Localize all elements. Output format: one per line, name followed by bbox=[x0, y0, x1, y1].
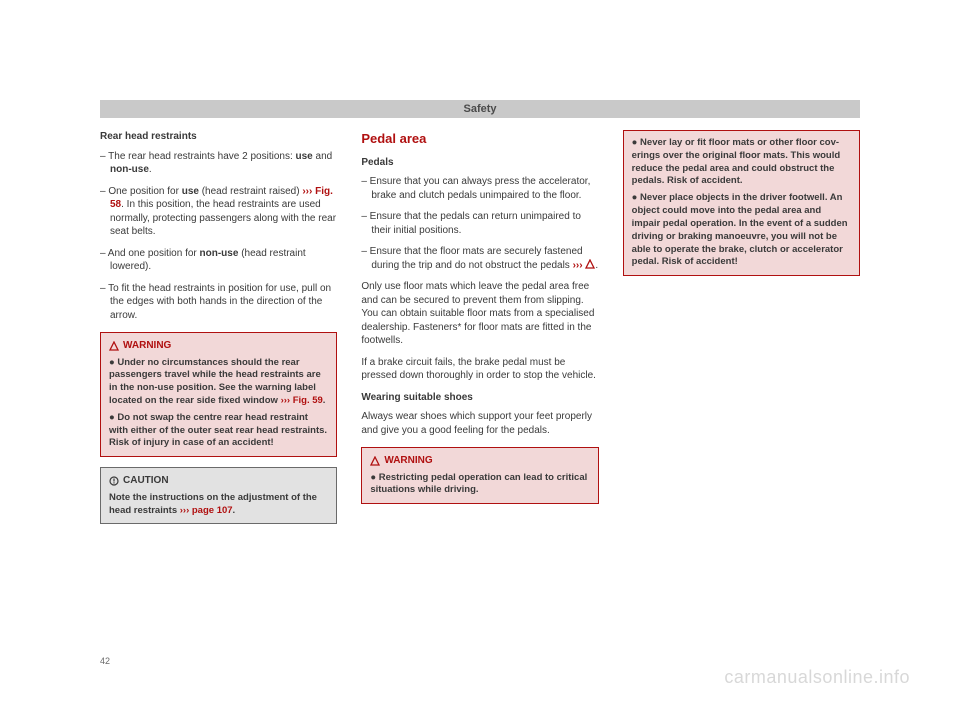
caution-heading: CAUTION bbox=[109, 474, 328, 488]
body-text: If a brake circuit fails, the brake peda… bbox=[361, 356, 598, 383]
list-item: And one position for non-use (head re­st… bbox=[100, 247, 337, 274]
list-item: Ensure that the floor mats are securely … bbox=[361, 245, 598, 272]
watermark: carmanualsonline.info bbox=[724, 667, 910, 688]
list-item: Ensure that the pedals can return unim­p… bbox=[361, 210, 598, 237]
body-text: Always wear shoes which support your fee… bbox=[361, 410, 598, 437]
caution-text: Note the instructions on the adjustment … bbox=[109, 492, 328, 518]
warning-box: WARNING Restricting pedal operation can … bbox=[361, 447, 598, 504]
warning-text: Never place objects in the driver footwe… bbox=[632, 192, 851, 269]
list-item: Ensure that you can always press the acc… bbox=[361, 175, 598, 202]
caution-box: CAUTION Note the instructions on the adj… bbox=[100, 467, 337, 524]
header-title: Safety bbox=[463, 103, 496, 115]
manual-page: Safety Rear head restraints The rear hea… bbox=[0, 0, 960, 708]
warning-box-continued: Never lay or fit floor mats or other flo… bbox=[623, 130, 860, 276]
warning-text: Restricting pedal operation can lead to … bbox=[370, 472, 589, 498]
caution-circle-icon bbox=[109, 476, 119, 486]
warning-heading: WARNING bbox=[109, 339, 328, 353]
page-header: Safety bbox=[100, 100, 860, 118]
column-1: Rear head restraints The rear head restr… bbox=[100, 130, 337, 534]
pedal-area-heading: Pedal area bbox=[361, 130, 598, 148]
warning-text: Under no circumstances should the rear p… bbox=[109, 357, 328, 408]
fig-ref: ››› Fig. 59 bbox=[281, 395, 323, 406]
warning-text: Do not swap the centre rear head restrai… bbox=[109, 412, 328, 450]
warning-box: WARNING Under no circumstances should th… bbox=[100, 332, 337, 457]
body-text: Only use floor mats which leave the peda… bbox=[361, 280, 598, 348]
list-item: The rear head restraints have 2 position… bbox=[100, 150, 337, 177]
page-number: 42 bbox=[100, 656, 110, 666]
column-2: Pedal area Pedals Ensure that you can al… bbox=[361, 130, 598, 534]
ref-marker: ››› bbox=[573, 260, 583, 271]
list-item: To fit the head restraints in position f… bbox=[100, 282, 337, 323]
warning-triangle-icon bbox=[370, 456, 380, 466]
wearing-shoes-heading: Wearing suitable shoes bbox=[361, 391, 598, 405]
warning-triangle-icon bbox=[585, 259, 595, 269]
pedals-heading: Pedals bbox=[361, 156, 598, 170]
list-item: One position for use (head restraint rai… bbox=[100, 185, 337, 239]
warning-triangle-icon bbox=[109, 341, 119, 351]
content-columns: Rear head restraints The rear head restr… bbox=[100, 130, 860, 534]
warning-heading: WARNING bbox=[370, 454, 589, 468]
page-ref: ››› page 107 bbox=[180, 505, 233, 516]
column-3: Never lay or fit floor mats or other flo… bbox=[623, 130, 860, 534]
warning-text: Never lay or fit floor mats or other flo… bbox=[632, 137, 851, 188]
rear-head-restraints-heading: Rear head restraints bbox=[100, 130, 337, 144]
